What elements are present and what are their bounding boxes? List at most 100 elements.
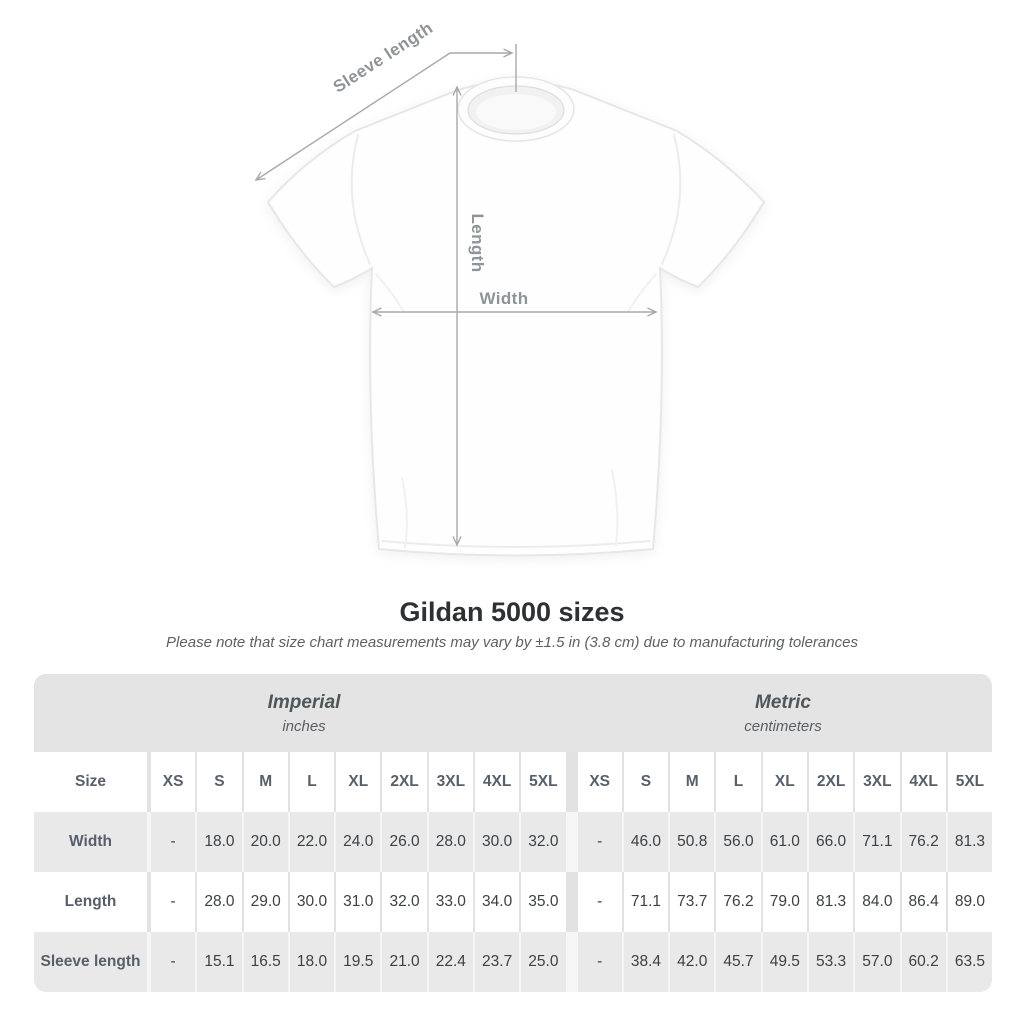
group-spacer xyxy=(568,872,574,932)
value-cell: 66.0 xyxy=(808,812,854,872)
value-cell: 31.0 xyxy=(336,872,381,932)
value-cell: 73.7 xyxy=(670,872,715,932)
value-cell: 35.0 xyxy=(521,872,566,932)
sleeve-length-label: Sleeve length xyxy=(330,18,437,96)
imperial-unit: inches xyxy=(282,717,326,735)
value-cell: 89.0 xyxy=(947,872,992,932)
group-spacer xyxy=(568,812,574,872)
value-cell: 56.0 xyxy=(716,812,761,872)
value-cell: 71.1 xyxy=(855,812,900,872)
value-cell: 53.3 xyxy=(808,932,854,992)
imperial-header: Imperial inches xyxy=(34,674,574,752)
row-label: Width xyxy=(34,812,147,872)
size-col-header: S xyxy=(197,752,242,812)
size-col-header: 4XL xyxy=(901,752,946,812)
wrinkle xyxy=(401,477,408,548)
table-row: Sleeve length -15.1 16.5 18.0 19.5 21.0 22.4 23… xyxy=(34,932,992,992)
table-row: Width -18.0 20.0 22.0 24.0 26.0 28.0 30.0 32.0-4… xyxy=(34,812,992,872)
wrinkle xyxy=(611,469,619,546)
value-cell: 30.0 xyxy=(289,872,335,932)
value-cell: 45.7 xyxy=(716,932,761,992)
value-cell: 50.8 xyxy=(670,812,715,872)
size-col-header: 2XL xyxy=(382,752,427,812)
value-cell: 71.1 xyxy=(623,872,669,932)
value-cell: 84.0 xyxy=(855,872,900,932)
value-cell: 49.5 xyxy=(762,932,807,992)
value-cell: - xyxy=(151,812,196,872)
metric-unit: centimeters xyxy=(744,717,822,735)
size-header-row: Size XS S M L XL 2XL 3XL 4XL 5XL XS S M L XL 2XL 3XL 4XL 5… xyxy=(34,752,992,812)
value-cell: 33.0 xyxy=(428,872,473,932)
value-cell: 61.0 xyxy=(762,812,807,872)
size-col-header: XL xyxy=(762,752,807,812)
metric-header: Metric centimeters xyxy=(574,674,992,752)
length-label: Length xyxy=(468,213,487,272)
value-cell: 28.0 xyxy=(428,812,473,872)
size-col-title: Size xyxy=(34,752,147,812)
size-col-header: XS xyxy=(151,752,196,812)
width-label: Width xyxy=(479,289,528,308)
size-table-body: Size XS S M L XL 2XL 3XL 4XL 5XL XS S M L XL 2XL 3XL 4XL 5… xyxy=(34,752,992,992)
value-cell: 25.0 xyxy=(521,932,566,992)
value-cell: - xyxy=(577,812,622,872)
value-cell: 19.5 xyxy=(336,932,381,992)
value-cell: 18.0 xyxy=(197,812,242,872)
size-col-header: L xyxy=(289,752,335,812)
size-col-header: 5XL xyxy=(521,752,566,812)
value-cell: 76.2 xyxy=(716,872,761,932)
value-cell: 22.0 xyxy=(289,812,335,872)
unit-header: Imperial inches Metric centimeters xyxy=(34,674,992,752)
row-label: Sleeve length xyxy=(34,932,147,992)
value-cell: 34.0 xyxy=(474,872,520,932)
row-label: Length xyxy=(34,872,147,932)
size-col-header: M xyxy=(670,752,715,812)
value-cell: - xyxy=(151,872,196,932)
tshirt-body xyxy=(266,80,766,557)
size-col-header: 4XL xyxy=(474,752,520,812)
value-cell: - xyxy=(577,932,622,992)
value-cell: 20.0 xyxy=(243,812,288,872)
size-col-header: L xyxy=(716,752,761,812)
page-title: Gildan 5000 sizes xyxy=(399,597,625,627)
tolerance-note: Please note that size chart measurements… xyxy=(166,634,858,651)
value-cell: - xyxy=(577,872,622,932)
value-cell: 15.1 xyxy=(197,932,242,992)
value-cell: 32.0 xyxy=(521,812,566,872)
size-col-header: M xyxy=(243,752,288,812)
value-cell: 57.0 xyxy=(855,932,900,992)
value-cell: 21.0 xyxy=(382,932,427,992)
size-col-header: XL xyxy=(336,752,381,812)
value-cell: 28.0 xyxy=(197,872,242,932)
group-spacer xyxy=(568,932,574,992)
value-cell: 24.0 xyxy=(336,812,381,872)
value-cell: 81.3 xyxy=(808,872,854,932)
value-cell: 32.0 xyxy=(382,872,427,932)
right-sleeve-seam xyxy=(661,134,682,265)
size-col-header: S xyxy=(623,752,669,812)
group-spacer xyxy=(568,752,574,812)
value-cell: - xyxy=(151,932,196,992)
imperial-title: Imperial xyxy=(267,691,341,713)
value-cell: 46.0 xyxy=(623,812,669,872)
value-cell: 76.2 xyxy=(901,812,946,872)
value-cell: 22.4 xyxy=(428,932,473,992)
value-cell: 38.4 xyxy=(623,932,669,992)
metric-title: Metric xyxy=(755,691,811,713)
value-cell: 18.0 xyxy=(289,932,335,992)
size-col-header: XS xyxy=(577,752,622,812)
table-row: Length -28.0 29.0 30.0 31.0 32.0 33.0 34.0 35.0-… xyxy=(34,872,992,932)
value-cell: 79.0 xyxy=(762,872,807,932)
value-cell: 86.4 xyxy=(901,872,946,932)
tshirt-graphic xyxy=(266,76,766,557)
value-cell: 30.0 xyxy=(474,812,520,872)
value-cell: 63.5 xyxy=(947,932,992,992)
value-cell: 81.3 xyxy=(947,812,992,872)
size-table: Imperial inches Metric centimeters Size X… xyxy=(34,674,992,992)
sleeve-length-arrow xyxy=(254,48,514,181)
value-cell: 26.0 xyxy=(382,812,427,872)
value-cell: 60.2 xyxy=(901,932,946,992)
value-cell: 23.7 xyxy=(474,932,520,992)
value-cell: 29.0 xyxy=(243,872,288,932)
value-cell: 42.0 xyxy=(670,932,715,992)
tshirt-measurement-diagram: Sleeve length Length Width xyxy=(254,18,766,557)
